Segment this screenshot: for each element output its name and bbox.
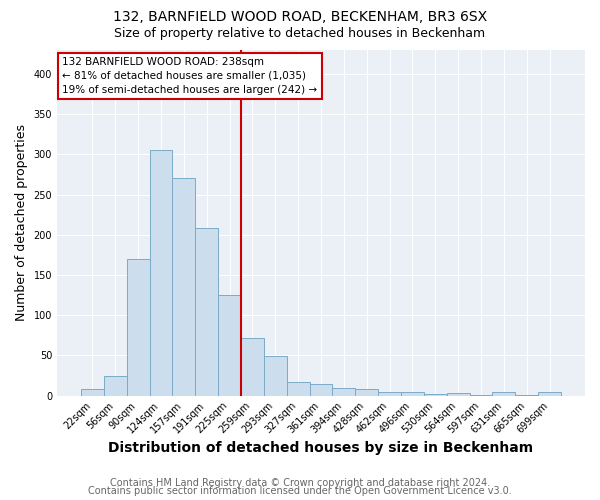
X-axis label: Distribution of detached houses by size in Beckenham: Distribution of detached houses by size … (109, 441, 533, 455)
Bar (81, 389, 104, 396)
Bar (104, 376, 127, 396)
Bar (538, 392, 561, 396)
Bar (378, 392, 401, 396)
Text: Contains public sector information licensed under the Open Government Licence v3: Contains public sector information licen… (88, 486, 512, 496)
Bar (470, 395, 493, 396)
Bar (149, 150, 172, 396)
Bar (196, 228, 218, 396)
Bar (127, 259, 149, 396)
Bar (447, 393, 470, 396)
Text: 132, BARNFIELD WOOD ROAD, BECKENHAM, BR3 6SX: 132, BARNFIELD WOOD ROAD, BECKENHAM, BR3… (113, 10, 487, 24)
Bar (264, 356, 287, 396)
Bar (401, 392, 424, 396)
Bar (218, 295, 241, 396)
Bar (493, 392, 515, 396)
Bar (310, 384, 332, 396)
Text: Contains HM Land Registry data © Crown copyright and database right 2024.: Contains HM Land Registry data © Crown c… (110, 478, 490, 488)
Text: Size of property relative to detached houses in Beckenham: Size of property relative to detached ho… (115, 28, 485, 40)
Bar (355, 389, 378, 396)
Bar (424, 394, 447, 396)
Bar (515, 395, 538, 396)
Y-axis label: Number of detached properties: Number of detached properties (15, 124, 28, 322)
Bar (287, 382, 310, 396)
Text: 132 BARNFIELD WOOD ROAD: 238sqm
← 81% of detached houses are smaller (1,035)
19%: 132 BARNFIELD WOOD ROAD: 238sqm ← 81% of… (62, 57, 317, 95)
Bar (241, 338, 264, 396)
Bar (332, 388, 355, 396)
Bar (172, 178, 196, 396)
